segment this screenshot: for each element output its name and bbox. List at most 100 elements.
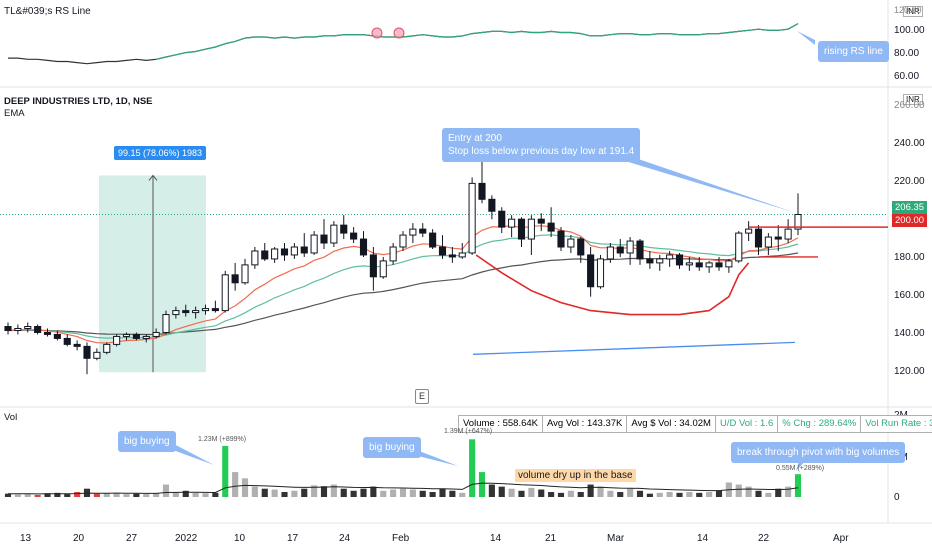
candle-body <box>261 250 269 260</box>
candle-body <box>705 262 713 268</box>
earnings-marker[interactable]: E <box>415 389 429 404</box>
candle-body <box>419 228 427 234</box>
volume-bar <box>360 488 367 497</box>
volume-bar <box>399 488 407 497</box>
candle-body <box>606 246 614 260</box>
volume-bar <box>202 493 209 497</box>
candle-body <box>596 258 605 288</box>
candle-body <box>754 228 763 248</box>
vol-label-1: 1.23M (+899%) <box>198 436 247 443</box>
volume-bar <box>577 492 584 497</box>
candle-body <box>93 351 101 359</box>
volume-bar <box>666 492 673 497</box>
rs-top-tick: 120.00 <box>894 5 922 15</box>
entry-callout-line-1: Entry at 200 <box>448 133 502 144</box>
price-y-tick-260: 260.00 <box>894 100 925 111</box>
price-y-tick-180: 180.00 <box>894 252 925 263</box>
rs-y-tick-1: 100.00 <box>894 25 925 36</box>
big-buying-pointer-1 <box>170 442 214 465</box>
candle-body <box>794 214 802 230</box>
volume-bar <box>34 494 41 497</box>
volume-bar <box>370 486 377 497</box>
candle-body <box>438 246 447 256</box>
pivot-breakout-callout: break through pivot with big volumes <box>731 442 906 463</box>
candle-body <box>675 254 684 266</box>
entry-callout-line-2: Stop loss below previous day low at 191.… <box>448 146 635 157</box>
candle-body <box>537 218 545 224</box>
stat-volume: Volume : 558.64K <box>459 416 543 432</box>
rs-y-tick-2: 80.00 <box>894 48 920 59</box>
candle-body <box>280 248 289 256</box>
entry-callout-pointer <box>612 150 793 212</box>
volume-panel-title: Vol <box>4 412 18 423</box>
candle-body <box>300 246 308 254</box>
price-y-tick-140: 140.00 <box>894 328 925 339</box>
candle-body <box>83 345 91 359</box>
volume-dry-up-callout: volume dry up in the base <box>515 469 636 482</box>
candle-body <box>626 240 634 254</box>
volume-bar <box>14 494 21 497</box>
volume-bar <box>192 492 199 497</box>
candle-body <box>152 331 160 337</box>
candle-body <box>458 252 466 258</box>
x-tick-apr: Apr <box>833 533 849 544</box>
candle-body <box>142 335 150 339</box>
volume-bar <box>143 494 150 497</box>
candle-body <box>488 198 496 212</box>
volume-bar <box>350 490 357 497</box>
volume-bar <box>93 493 100 497</box>
volume-bar <box>765 492 772 497</box>
volume-bar <box>222 445 229 497</box>
candle-body <box>685 262 693 266</box>
candle-body <box>735 232 743 262</box>
price-currency-badge: INR <box>903 94 923 105</box>
rs-line-callout: rising RS line <box>818 41 889 62</box>
rs-highlight-dot <box>393 27 405 39</box>
candle-body <box>162 314 170 333</box>
volume-bar <box>64 494 71 497</box>
candle-body <box>251 250 259 266</box>
candle-body <box>745 228 753 234</box>
volume-bar <box>241 478 249 497</box>
x-tick-10: 10 <box>234 533 246 544</box>
volume-bar <box>133 493 140 497</box>
volume-bar <box>538 489 545 497</box>
candle-body <box>132 333 140 339</box>
rs-line-title: TL&#039;s RS Line <box>4 6 91 17</box>
stat-run-rate: Vol Run Rate : 357.18% <box>865 418 932 429</box>
volume-bar <box>775 488 782 497</box>
big-buying-callout-1: big buying <box>118 431 176 452</box>
volume-bar <box>439 488 446 497</box>
volume-bar <box>478 472 486 497</box>
volume-bar <box>251 486 258 497</box>
candle-body <box>211 308 219 312</box>
vol-label-2: 1.39M (+647%) <box>444 428 493 435</box>
candle-body <box>666 254 674 260</box>
candle-body <box>567 238 575 248</box>
candle-body <box>695 262 703 268</box>
volume-bar <box>548 492 555 497</box>
x-tick-24: 24 <box>339 533 351 544</box>
volume-bar <box>261 488 268 497</box>
candle-body <box>715 262 723 268</box>
x-tick-feb: Feb <box>392 533 410 544</box>
volume-bar <box>74 492 81 497</box>
measure-label: 99.15 (78.06%) 1983 <box>114 146 207 160</box>
volume-bar <box>696 492 703 497</box>
candle-body <box>784 228 792 240</box>
candle-body <box>241 264 249 284</box>
volume-bar <box>182 490 189 497</box>
candle-body <box>389 246 397 262</box>
rs-y-tick-3: 60.00 <box>894 71 920 82</box>
volume-bar <box>488 484 495 497</box>
volume-bar <box>24 494 31 497</box>
volume-bar <box>380 490 387 497</box>
stat-ud-vol: U/D Vol : 1.6 <box>716 416 779 432</box>
volume-bar <box>469 439 476 497</box>
x-tick-mar-14: 14 <box>697 533 709 544</box>
price-y-tick-220: 220.00 <box>894 176 925 187</box>
candle-body <box>103 343 111 353</box>
volume-bar <box>557 492 565 497</box>
candle-body <box>310 234 318 254</box>
